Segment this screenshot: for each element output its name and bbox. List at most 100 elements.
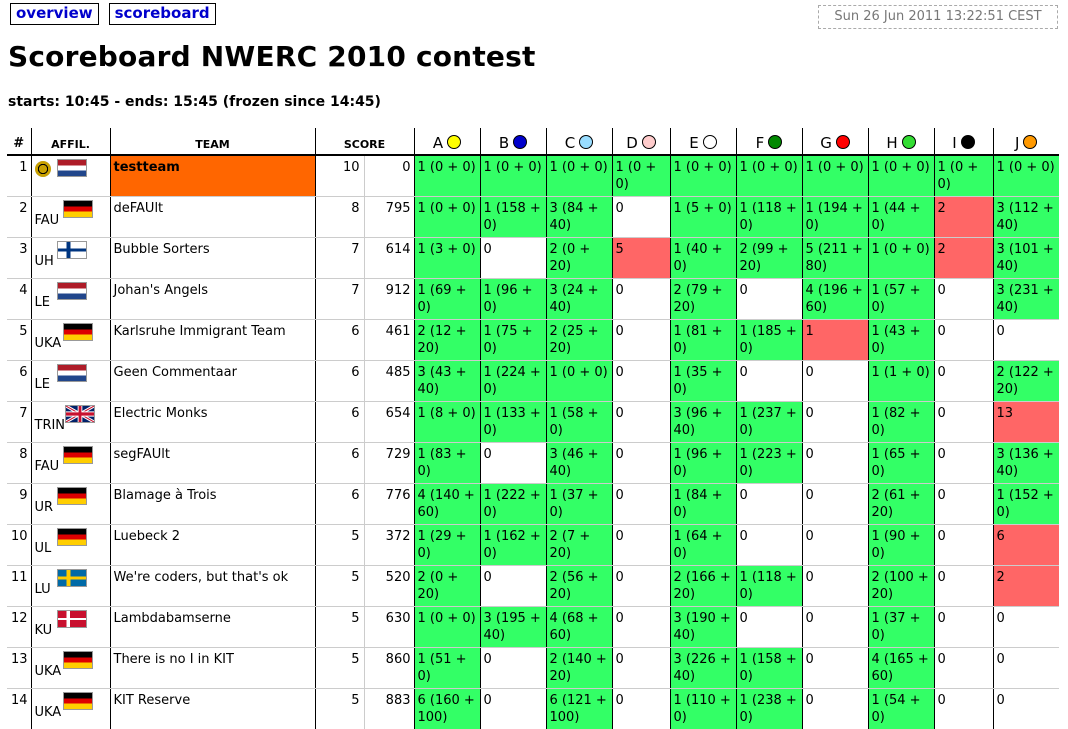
problem-result-cell: 1 (162 + 0) [479,524,546,566]
solved-count: 7 [315,237,364,279]
team-name[interactable]: Johan's Angels [110,278,316,320]
problem-header[interactable]: J [992,128,1059,156]
problem-result-cell: 0 [735,483,802,525]
team-row: 4 LE Johan's Angels 7 912 1 (69 + 0) 1 (96 + 0… [7,278,1059,320]
scoreboard-link[interactable]: scoreboard [108,3,216,25]
team-name[interactable]: deFAUlt [110,196,316,238]
problem-result-cell: 2 (7 + 20) [545,524,612,566]
problem-result-cell: 1 (0 + 0) [545,155,612,197]
penalty-time: 614 [363,237,414,279]
problem-result-cell: 3 (226 + 40) [669,647,736,689]
affiliation-label[interactable]: LE [34,376,50,392]
penalty-time: 0 [363,155,414,197]
problem-result-cell: 3 (195 + 40) [479,606,546,648]
affiliation-label[interactable]: UKA [34,704,62,720]
problem-result-cell: 1 (5 + 0) [669,196,736,238]
team-row: 11 LU We're coders, but that's ok 5 520 2 (0 … [7,565,1059,607]
problem-result-cell: 5 [611,237,670,279]
affiliation-label[interactable]: KU [34,622,53,638]
problem-header[interactable]: I [933,128,993,156]
affiliation-label[interactable]: LU [34,581,51,597]
problem-result-cell: 1 (83 + 0) [413,442,480,484]
problem-result-cell: 0 [479,688,546,729]
country-flag-icon [62,691,93,710]
problem-result-cell: 5 (211 + 80) [801,237,868,279]
affiliation-label[interactable]: FAU [34,212,60,228]
problem-result-cell: 1 (0 + 0) [413,196,480,238]
problem-result-cell: 0 [611,565,670,607]
rank-cell: 11 [7,565,32,607]
top-nav: overview scoreboard [10,3,216,25]
problem-result-cell: 1 (0 + 0) [479,155,546,197]
penalty-time: 372 [363,524,414,566]
country-flag-icon [62,650,93,669]
solved-count: 5 [315,647,364,689]
solved-count: 6 [315,360,364,402]
solved-count: 6 [315,401,364,443]
team-row: 12 KU Lambdabamserne 5 630 1 (0 + 0) 3 (195 + … [7,606,1059,648]
problem-result-cell: 0 [933,401,993,443]
team-name[interactable]: Blamage à Trois [110,483,316,525]
problem-result-cell: 0 [611,442,670,484]
problem-result-cell: 0 [479,237,546,279]
team-name[interactable]: segFAUlt [110,442,316,484]
team-name[interactable]: Electric Monks [110,401,316,443]
team-name[interactable]: We're coders, but that's ok [110,565,316,607]
team-name[interactable]: Luebeck 2 [110,524,316,566]
problem-result-cell: 0 [933,647,993,689]
problem-result-cell: 1 (43 + 0) [867,319,934,361]
penalty-time: 795 [363,196,414,238]
problem-result-cell: 1 (84 + 0) [669,483,736,525]
team-name[interactable]: Lambdabamserne [110,606,316,648]
affil-cell [31,155,111,197]
problem-result-cell: 1 (223 + 0) [735,442,802,484]
rank-cell: 12 [7,606,32,648]
problem-label: B [498,134,510,152]
problem-result-cell: 1 (224 + 0) [479,360,546,402]
country-flag-icon [56,486,87,505]
problem-result-cell: 0 [933,278,993,320]
country-flag-icon [56,568,87,587]
problem-result-cell: 2 (12 + 20) [413,319,480,361]
problem-label: E [689,134,699,152]
problem-result-cell: 1 (118 + 0) [735,565,802,607]
team-name[interactable]: Karlsruhe Immigrant Team [110,319,316,361]
affiliation-label[interactable]: UL [34,540,52,556]
problem-result-cell: 1 (0 + 0) [992,155,1059,197]
problem-header[interactable]: C [545,128,612,156]
problem-header[interactable]: H [867,128,934,156]
problem-result-cell: 1 (40 + 0) [669,237,736,279]
affiliation-label[interactable]: UR [34,499,54,515]
overview-link[interactable]: overview [10,3,99,25]
problem-header[interactable]: B [479,128,546,156]
problem-header[interactable]: D [611,128,670,156]
problem-result-cell: 3 (84 + 40) [545,196,612,238]
affiliation-label[interactable]: UKA [34,663,62,679]
problem-result-cell: 2 [933,237,993,279]
team-name[interactable]: KIT Reserve [110,688,316,729]
balloon-icon [835,135,850,149]
problem-result-cell: 0 [933,688,993,729]
scoreboard-table: # AFFIL. TEAM SCORE A B C D E F G H I J … [7,128,1059,729]
team-name[interactable]: testteam [110,155,316,197]
affiliation-label[interactable]: UKA [34,335,62,351]
problem-header[interactable]: A [413,128,480,156]
affiliation-label[interactable]: TRIN [34,417,66,433]
problem-result-cell: 0 [933,319,993,361]
problem-result-cell: 1 (44 + 0) [867,196,934,238]
problem-header[interactable]: E [669,128,736,156]
team-name[interactable]: Bubble Sorters [110,237,316,279]
team-name[interactable]: Geen Commentaar [110,360,316,402]
problem-header[interactable]: G [801,128,868,156]
problem-result-cell: 0 [611,688,670,729]
problem-header[interactable]: F [735,128,802,156]
affiliation-label[interactable]: LE [34,294,50,310]
penalty-time: 630 [363,606,414,648]
problem-result-cell: 2 [992,565,1059,607]
team-name[interactable]: There is no I in KIT [110,647,316,689]
rank-cell: 3 [7,237,32,279]
affiliation-label[interactable]: FAU [34,458,60,474]
scoreboard-body: 1 testteam 10 0 1 (0 + 0) 1 (0 + 0) 1 (0 + 0) 1… [7,155,1059,729]
country-flag-icon [62,199,93,218]
affiliation-label[interactable]: UH [34,253,54,269]
